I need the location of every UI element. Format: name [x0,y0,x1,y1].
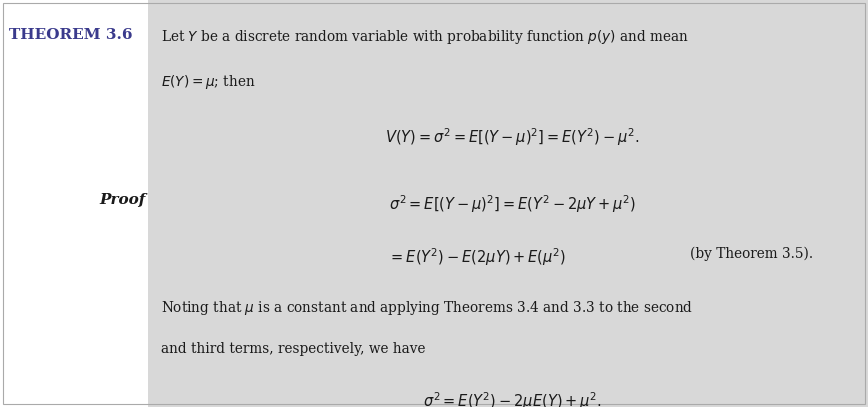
Text: $\sigma^2 = E(Y^2) - 2\mu E(Y) + \mu^2.$: $\sigma^2 = E(Y^2) - 2\mu E(Y) + \mu^2.$ [423,391,602,407]
Text: and third terms, respectively, we have: and third terms, respectively, we have [161,342,425,356]
Text: Let $Y$ be a discrete random variable with probability function $p(y)$ and mean: Let $Y$ be a discrete random variable wi… [161,28,688,46]
Text: $E(Y) = \mu$; then: $E(Y) = \mu$; then [161,73,255,91]
Text: $= E(Y^2) - E(2\mu Y) + E(\mu^2)$: $= E(Y^2) - E(2\mu Y) + E(\mu^2)$ [388,246,567,268]
Text: THEOREM 3.6: THEOREM 3.6 [9,28,132,42]
Text: Noting that $\mu$ is a constant and applying Theorems 3.4 and 3.3 to the second: Noting that $\mu$ is a constant and appl… [161,299,693,317]
FancyBboxPatch shape [148,0,868,407]
Text: Proof: Proof [100,193,146,207]
Text: (by Theorem 3.5).: (by Theorem 3.5). [690,246,813,260]
Text: $\sigma^2 = E[(Y-\mu)^2] = E(Y^2 - 2\mu Y + \mu^2)$: $\sigma^2 = E[(Y-\mu)^2] = E(Y^2 - 2\mu … [389,193,635,215]
FancyBboxPatch shape [0,0,148,407]
Text: $V(Y) = \sigma^2 = E[(Y - \mu)^2] = E(Y^2) - \mu^2.$: $V(Y) = \sigma^2 = E[(Y - \mu)^2] = E(Y^… [385,126,640,148]
